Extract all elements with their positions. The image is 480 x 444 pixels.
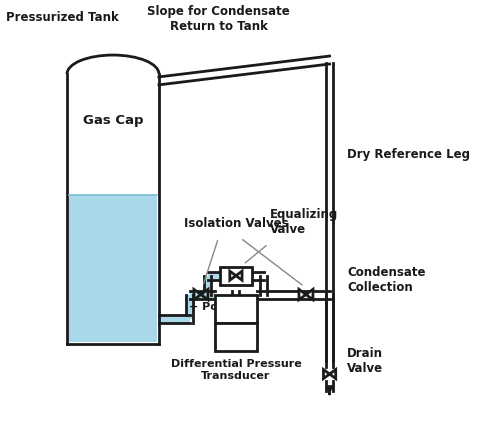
Polygon shape <box>324 369 330 379</box>
Text: Equalizing
Valve: Equalizing Valve <box>270 208 338 236</box>
Polygon shape <box>67 74 159 344</box>
Text: Drain
Valve: Drain Valve <box>347 347 383 375</box>
Polygon shape <box>306 289 313 300</box>
Text: Dry Reference Leg: Dry Reference Leg <box>347 148 470 161</box>
Text: Condensate
Collection: Condensate Collection <box>347 266 426 293</box>
Polygon shape <box>194 289 201 300</box>
Text: Pressurized Tank: Pressurized Tank <box>6 12 119 24</box>
Polygon shape <box>299 289 306 300</box>
Text: Differential Pressure
Transducer: Differential Pressure Transducer <box>170 359 301 381</box>
Bar <box>215 294 257 323</box>
Text: Slope for Condensate
Return to Tank: Slope for Condensate Return to Tank <box>147 5 290 33</box>
Polygon shape <box>190 290 215 298</box>
Polygon shape <box>201 289 208 300</box>
Polygon shape <box>186 294 193 319</box>
Polygon shape <box>208 272 220 280</box>
Bar <box>220 267 252 285</box>
Polygon shape <box>69 195 157 342</box>
Text: Gas Cap: Gas Cap <box>83 114 143 127</box>
Text: + Port: + Port <box>189 302 228 313</box>
Text: Isolation Valves: Isolation Valves <box>184 217 288 230</box>
Polygon shape <box>330 369 336 379</box>
Polygon shape <box>230 271 236 280</box>
Polygon shape <box>204 276 211 294</box>
Bar <box>215 323 257 351</box>
Polygon shape <box>159 315 190 323</box>
Polygon shape <box>236 271 242 280</box>
